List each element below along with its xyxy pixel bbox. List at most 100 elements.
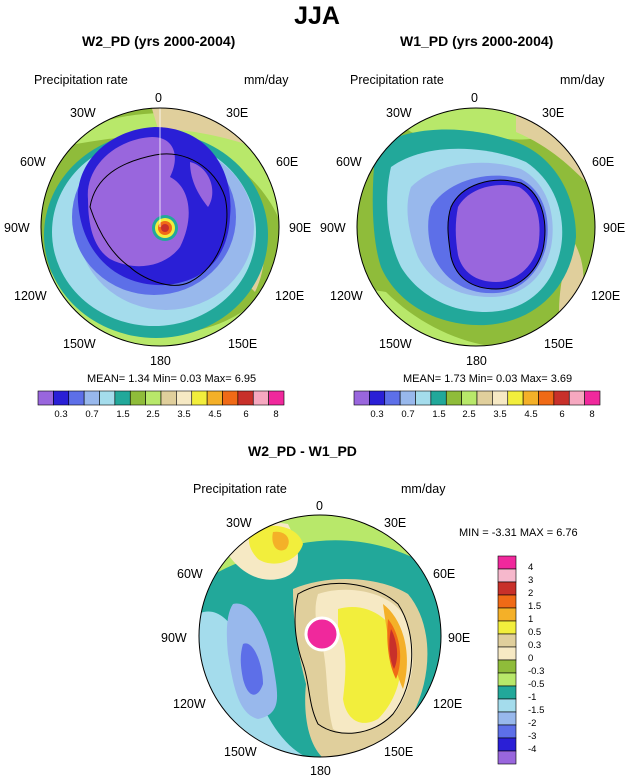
colorbar-swatch: [160, 390, 177, 406]
panel3-colorbar-tick: -0.5: [528, 679, 545, 690]
panel2-coastline: [447, 179, 546, 290]
panel3-map-border: [198, 514, 442, 758]
panel3-lon-label: 90E: [448, 631, 471, 645]
panel3-field-peak: [312, 624, 332, 644]
colorbar-swatch: [497, 594, 517, 609]
panel1-colorbar-tick: 0.7: [85, 409, 99, 420]
panel3-colorbar-tick: -1.5: [528, 705, 545, 716]
panel3-colorbar-tick: -1: [528, 692, 537, 703]
panel1-field-contour: [190, 162, 213, 207]
panel3-coastline: [294, 582, 413, 734]
colorbar-swatch: [497, 607, 517, 622]
panel1-colorbar-ticks: 0.3 0.7 1.5 2.5 3.5 4.5 6 8: [38, 409, 284, 421]
panel3-lon-label: 180: [310, 764, 331, 778]
colorbar-swatch: [415, 390, 432, 406]
panel3-variable: Precipitation rate: [193, 482, 287, 496]
panel2-lon-label: 0: [471, 91, 478, 105]
panel3-min: -3.31: [491, 527, 517, 539]
panel1-field-band: [55, 113, 278, 217]
panel2-lon-label: 30E: [542, 106, 565, 120]
panel3-colorbar-tick: 3: [528, 575, 534, 586]
figure-title: JJA: [294, 2, 340, 30]
colorbar-swatch: [584, 390, 601, 406]
panel1-lon-label: 30E: [226, 106, 249, 120]
panel1-lon-label: 150W: [63, 337, 96, 351]
colorbar-swatch: [538, 390, 555, 406]
panel1-map: [40, 107, 280, 347]
colorbar-swatch: [492, 390, 509, 406]
panel2-lon-label: 60W: [336, 155, 362, 169]
panel3-lon-label: 60W: [177, 567, 203, 581]
panel1-colorbar-tick: 8: [273, 409, 279, 420]
panel2-colorbar-ticks: 0.3 0.7 1.5 2.5 3.5 4.5 6 8: [354, 409, 600, 421]
panel2-lon-label: 60E: [592, 155, 615, 169]
panel3-min-label: MIN =: [459, 527, 489, 539]
colorbar-swatch: [99, 390, 116, 406]
colorbar-swatch: [522, 390, 539, 406]
panel3-field-band: [272, 531, 289, 551]
colorbar-swatch: [68, 390, 85, 406]
panel3-colorbar-tick: 2: [528, 588, 534, 599]
colorbar-swatch: [497, 698, 517, 713]
panel1-colorbar-tick: 3.5: [177, 409, 191, 420]
panel1-colorbar-tick: 1.5: [116, 409, 130, 420]
panel3-colorbar: [497, 555, 517, 765]
panel1-colorbar-tick: 0.3: [54, 409, 68, 420]
panel2-min-label: Min=: [468, 373, 493, 385]
colorbar-swatch: [461, 390, 478, 406]
panel1-lon-label: 180: [150, 354, 171, 368]
panel1-coastline: [89, 153, 228, 286]
panel3-colorbar-tick: 1: [528, 614, 534, 625]
panel3-field-band: [389, 629, 398, 669]
panel3-lon-label: 90W: [161, 631, 187, 645]
panel1-max: 6.95: [234, 373, 257, 385]
panel2-colorbar-tick: 2.5: [462, 409, 476, 420]
panel3-colorbar-tick: -3: [528, 731, 537, 742]
panel1-lon-label: 90W: [4, 221, 30, 235]
panel2-lon-label: 90W: [320, 221, 346, 235]
colorbar-swatch: [191, 390, 208, 406]
panel1-field-peak: [161, 224, 169, 232]
panel2-lon-label: 90E: [603, 221, 626, 235]
panel3-field-band: [240, 643, 263, 695]
panel2-colorbar-tick: 8: [589, 409, 595, 420]
colorbar-swatch: [268, 390, 285, 406]
panel3-colorbar-tick: -4: [528, 744, 537, 755]
panel2-max-label: Max=: [520, 373, 548, 385]
panel2-lon-label: 150E: [544, 337, 574, 351]
panel1-lon-label: 0: [155, 91, 162, 105]
panel3-lon-label: 30W: [226, 516, 252, 530]
panel2-colorbar-tick: 6: [559, 409, 565, 420]
panel1-mean: 1.34: [128, 373, 150, 385]
colorbar-swatch: [568, 390, 585, 406]
panel3-colorbar-tick: 1.5: [528, 601, 542, 612]
colorbar-swatch: [353, 390, 370, 406]
panel3-title: W2_PD - W1_PD: [248, 443, 357, 459]
panel1-variable: Precipitation rate: [34, 73, 128, 87]
panel2-field-band: [357, 287, 496, 346]
colorbar-swatch: [83, 390, 100, 406]
colorbar-swatch: [497, 750, 517, 765]
colorbar-swatch: [430, 390, 447, 406]
panel2-title: W1_PD (yrs 2000-2004): [400, 33, 554, 49]
panel3-lon-label: 60E: [433, 567, 456, 581]
panel2-mean: 1.73: [444, 373, 466, 385]
colorbar-swatch: [497, 659, 517, 674]
colorbar-swatch: [176, 390, 193, 406]
panel2-mean-label: MEAN=: [403, 373, 442, 385]
panel1-title: W2_PD (yrs 2000-2004): [82, 33, 236, 49]
panel1-stats: MEAN= 1.34 Min= 0.03 Max= 6.95: [87, 373, 256, 385]
colorbar-swatch: [129, 390, 146, 406]
colorbar-swatch: [497, 724, 517, 739]
panel2-lon-label: 180: [466, 354, 487, 368]
colorbar-swatch: [445, 390, 462, 406]
panel1-lon-label: 60E: [276, 155, 299, 169]
panel3-colorbar-tick: -2: [528, 718, 537, 729]
panel3-lon-label: 120E: [433, 697, 463, 711]
panel1-colorbar: [37, 390, 285, 406]
colorbar-swatch: [37, 390, 54, 406]
colorbar-swatch: [497, 737, 517, 752]
panel2-units: mm/day: [560, 73, 605, 87]
panel1-lon-label: 60W: [20, 155, 46, 169]
panel3-colorbar-tick: 0: [528, 653, 534, 664]
